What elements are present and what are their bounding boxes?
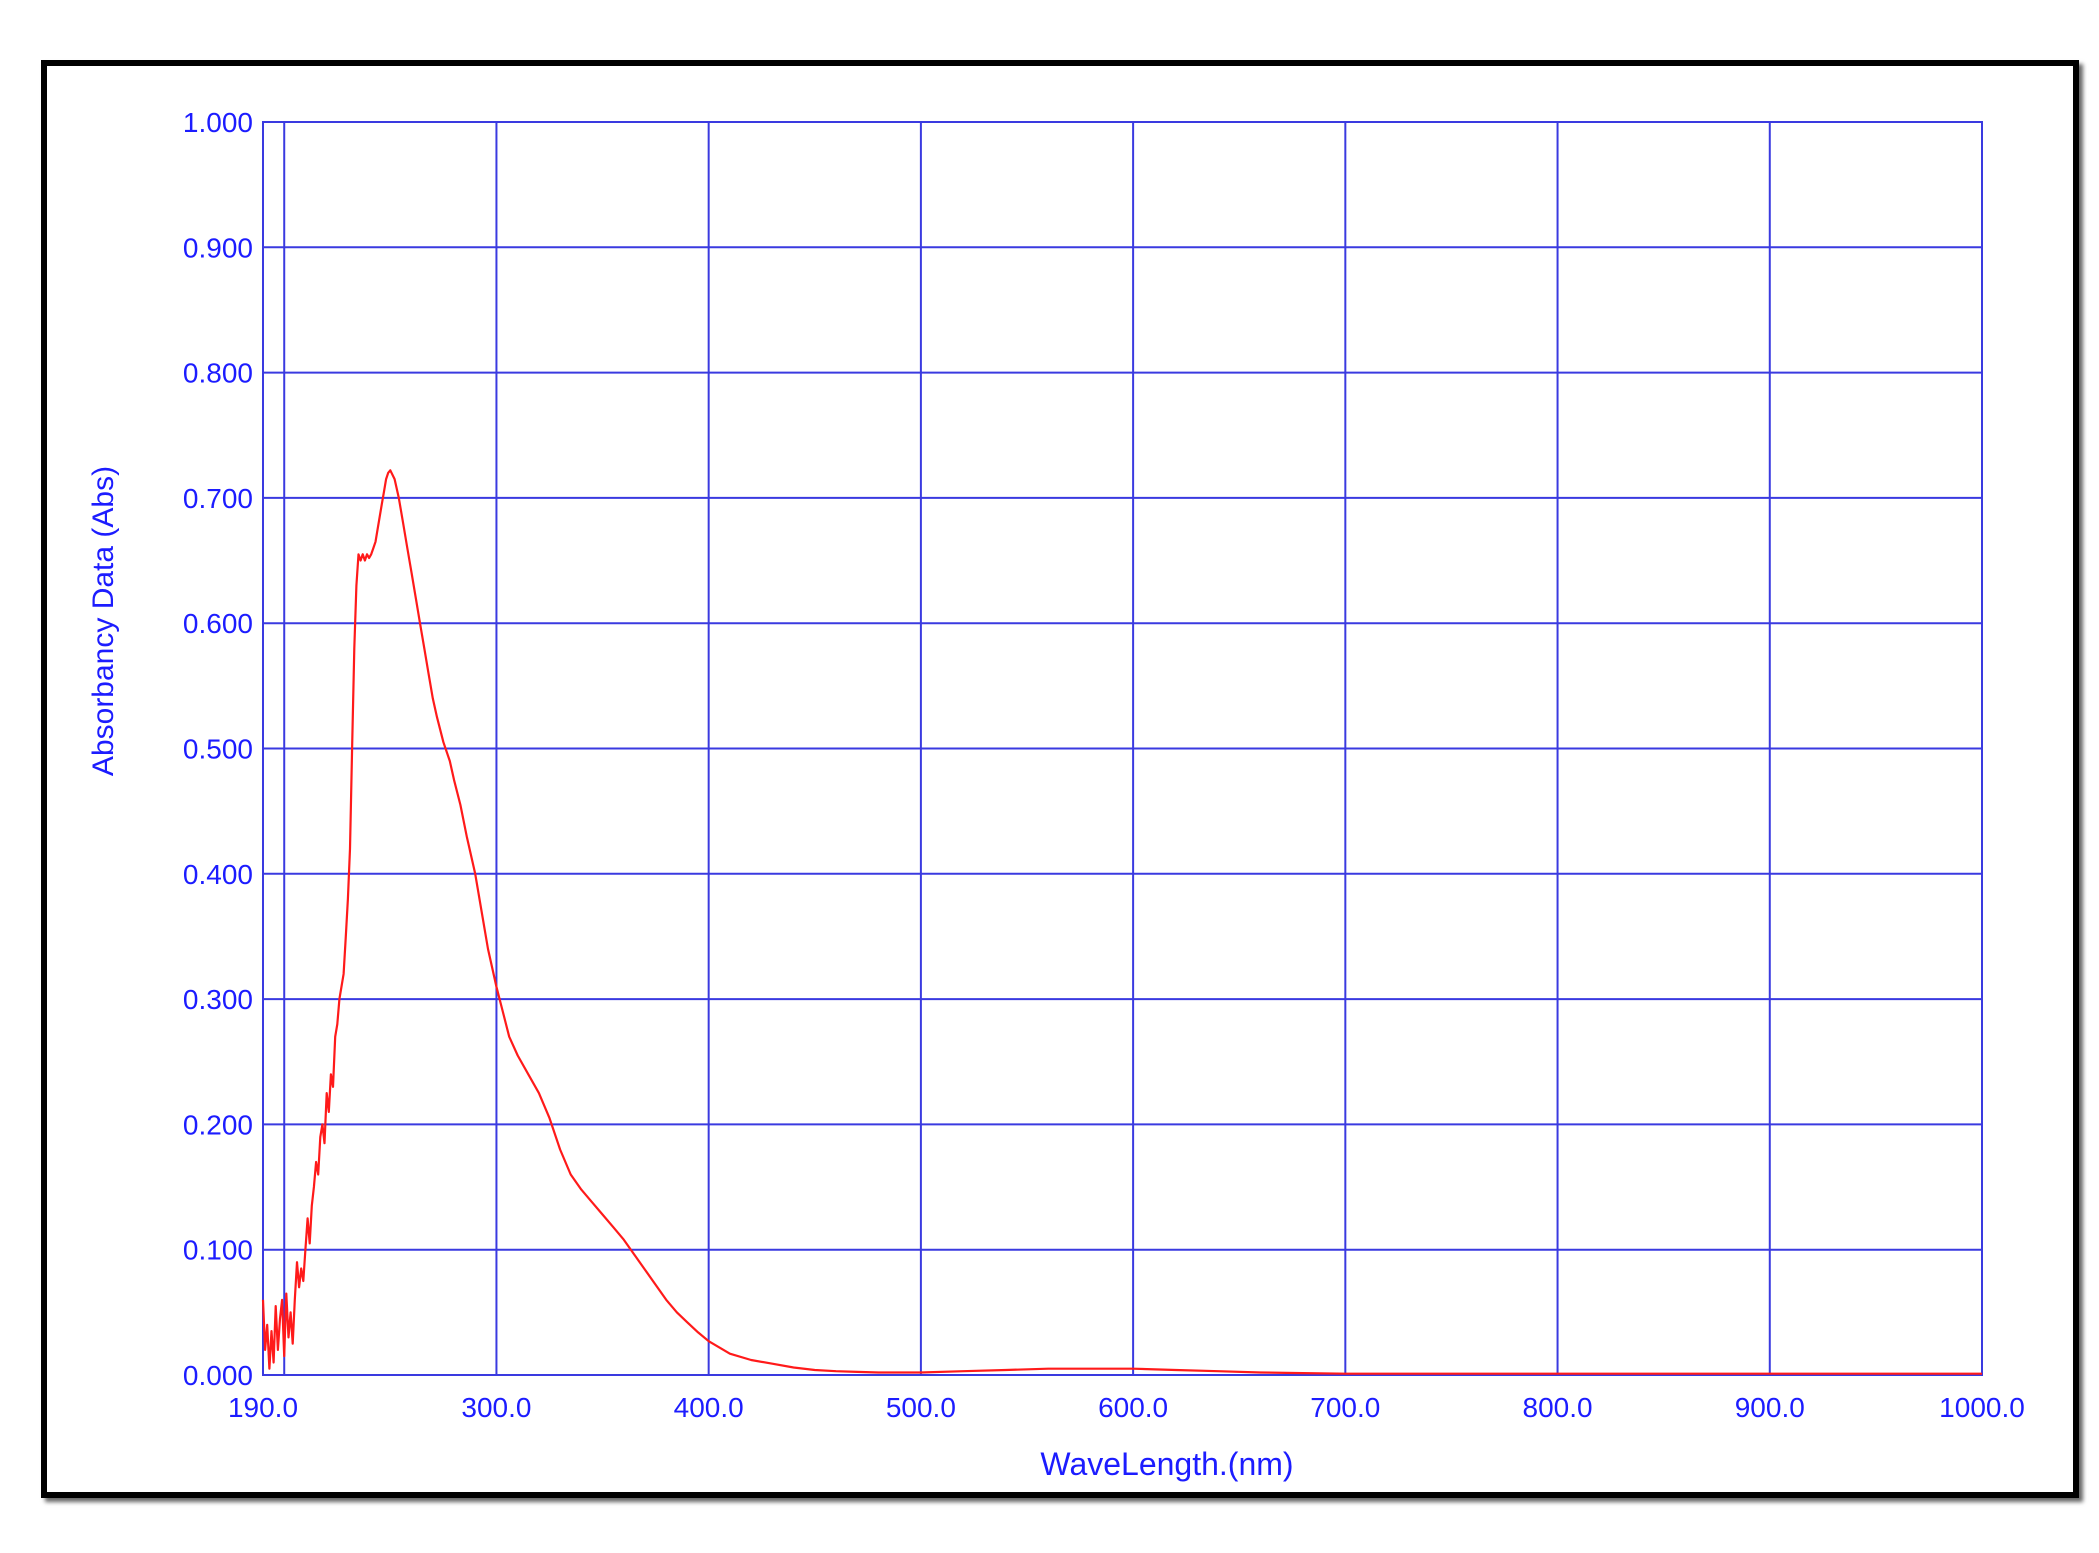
absorbance-series-line xyxy=(261,469,1982,1375)
x-tick-label: 800.0 xyxy=(1523,1392,1593,1423)
x-tick-label: 700.0 xyxy=(1310,1392,1380,1423)
y-tick-label: 0.300 xyxy=(183,984,253,1015)
y-axis-label: Absorbancy Data (Abs) xyxy=(87,466,120,776)
y-tick-label: 0.700 xyxy=(183,483,253,514)
x-tick-label: 1000.0 xyxy=(1939,1392,2025,1423)
x-tick-label: 300.0 xyxy=(461,1392,531,1423)
x-tick-label: 400.0 xyxy=(674,1392,744,1423)
y-tick-labels: 0.000 0.100 0.200 0.300 0.400 0.500 0.600 0.700… xyxy=(183,107,253,1391)
absorbance-chart: 0.000 0.100 0.200 0.300 0.400 0.500 0.600 0.700… xyxy=(87,107,2025,1482)
x-tick-label: 900.0 xyxy=(1735,1392,1805,1423)
y-tick-label: 0.000 xyxy=(183,1360,253,1391)
y-tick-label: 0.900 xyxy=(183,232,253,263)
x-tick-label: 600.0 xyxy=(1098,1392,1168,1423)
chart-frame: 0.000 0.100 0.200 0.300 0.400 0.500 0.600 0.700… xyxy=(41,60,2079,1498)
y-tick-label: 1.000 xyxy=(183,107,253,138)
series-layer xyxy=(261,469,1982,1375)
x-tick-label: 190.0 xyxy=(228,1392,298,1423)
y-tick-label: 0.200 xyxy=(183,1109,253,1140)
y-tick-label: 0.100 xyxy=(183,1235,253,1266)
x-tick-labels: 190.0 300.0 400.0 500.0 600.0 700.0 800.0 900.0… xyxy=(228,1392,2025,1423)
y-tick-label: 0.400 xyxy=(183,859,253,890)
x-axis-label: WaveLength.(nm) xyxy=(1040,1446,1293,1482)
y-tick-label: 0.500 xyxy=(183,734,253,765)
grid-lines xyxy=(263,121,1982,1376)
y-tick-label: 0.600 xyxy=(183,608,253,639)
x-tick-label: 500.0 xyxy=(886,1392,956,1423)
y-tick-label: 0.800 xyxy=(183,358,253,389)
